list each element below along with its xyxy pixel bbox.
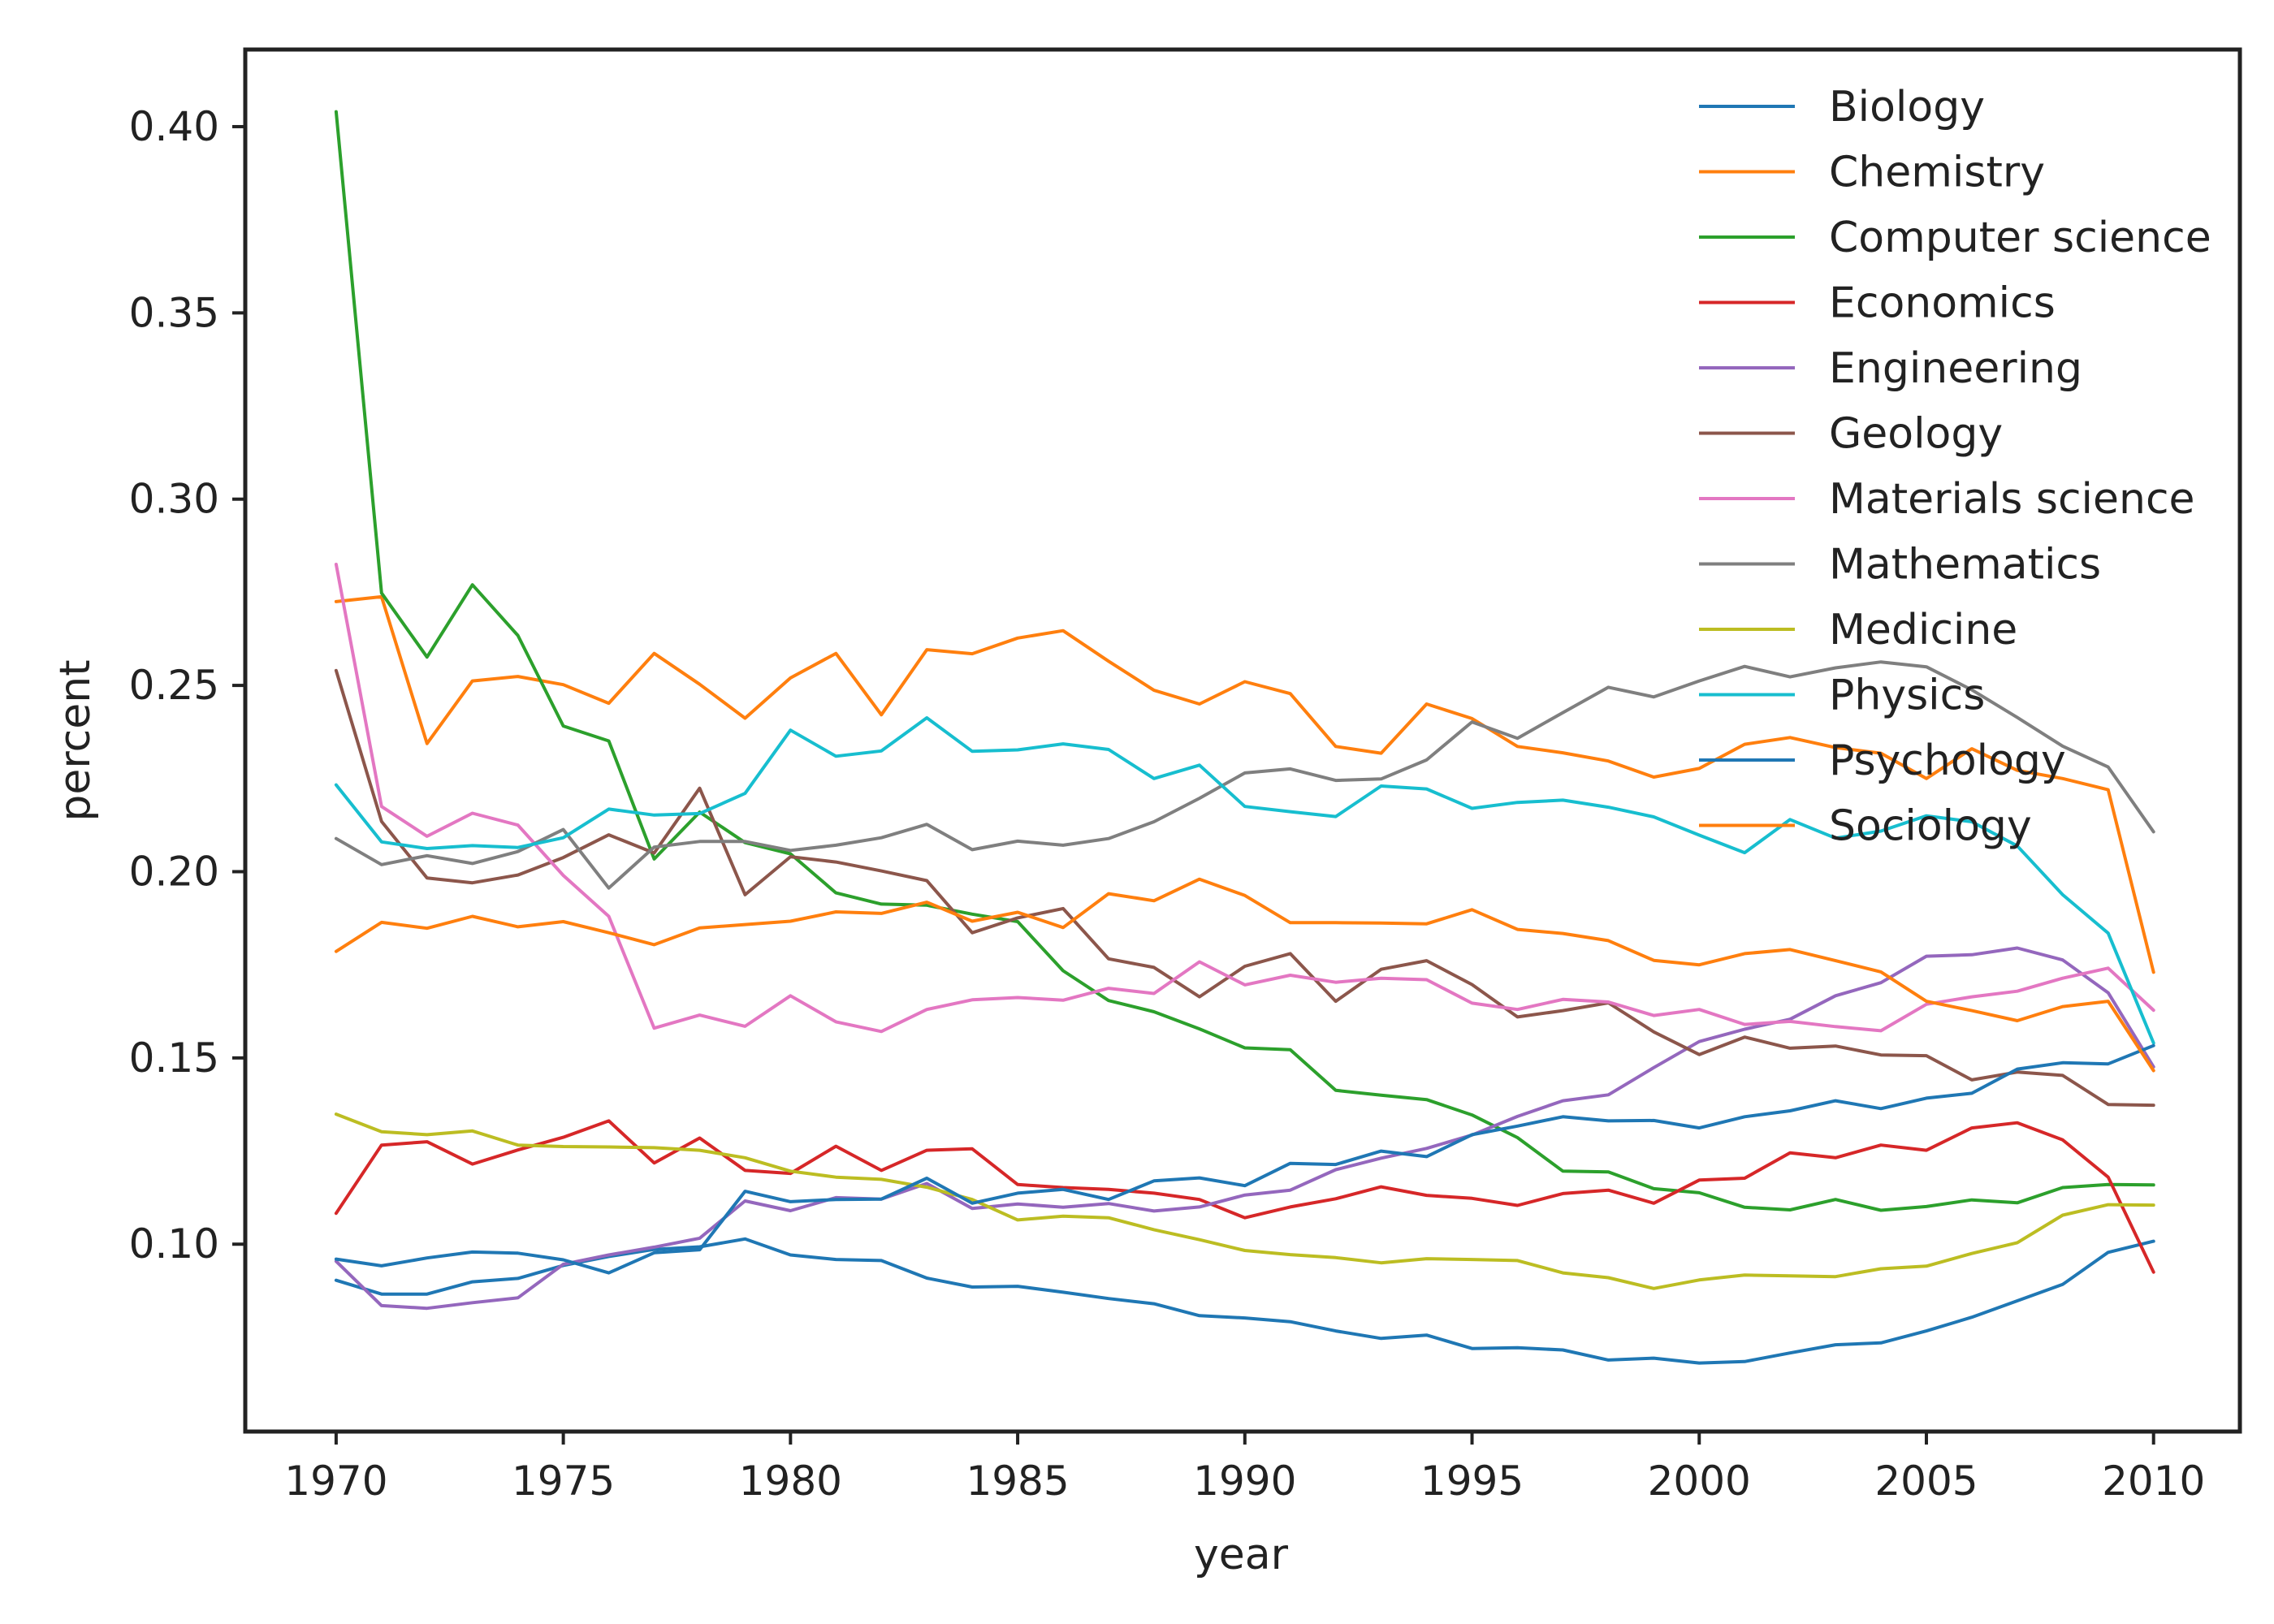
series-line-mathematics (334, 660, 2155, 890)
legend-label: Mathematics (1829, 541, 2101, 590)
legend-label: Psychology (1829, 736, 2066, 785)
series-line-biology (334, 1237, 2155, 1365)
y-tick-label: 0.15 (129, 1034, 219, 1082)
legend-label: Physics (1829, 672, 1985, 720)
series-line-chemistry (334, 594, 2155, 974)
legend-label: Medicine (1829, 606, 2017, 654)
y-axis: 0.10 0.15 0.20 0.25 0.30 0.35 0.40 (129, 103, 245, 1268)
x-tick-label: 1980 (739, 1458, 842, 1505)
legend-label: Biology (1829, 83, 1985, 132)
x-axis-title: year (1194, 1531, 1289, 1579)
y-tick-label: 0.25 (129, 662, 219, 709)
x-tick-label: 1990 (1193, 1458, 1296, 1505)
legend-label: Chemistry (1829, 149, 2045, 197)
x-tick-label: 1985 (966, 1458, 1069, 1505)
y-tick-label: 0.40 (129, 103, 219, 150)
series-line-geology (334, 668, 2155, 1108)
x-tick-label: 2005 (1874, 1458, 1978, 1505)
series-line-medicine (334, 1112, 2155, 1290)
y-tick-label: 0.10 (129, 1220, 219, 1268)
legend-label: Engineering (1829, 344, 2082, 393)
series-line-psychology (334, 1043, 2155, 1275)
series-line-computer-science (334, 110, 2155, 1212)
legend-label: Materials science (1829, 475, 2195, 524)
legend: Biology Chemistry Computer science Economic… (1699, 83, 2211, 851)
y-tick-label: 0.30 (129, 476, 219, 523)
legend-label: Sociology (1829, 802, 2032, 851)
x-tick-label: 1975 (512, 1458, 615, 1505)
legend-label: Economics (1829, 279, 2056, 328)
series-line-sociology (334, 877, 2155, 1073)
plot-area-frame (243, 47, 2242, 1434)
x-tick-label: 1970 (284, 1458, 387, 1505)
x-tick-label: 2000 (1648, 1458, 1751, 1505)
series-layer (334, 110, 2155, 1365)
x-tick-label: 2010 (2102, 1458, 2205, 1505)
y-tick-label: 0.20 (129, 848, 219, 895)
series-line-physics (334, 716, 2155, 1045)
series-line-engineering (334, 946, 2155, 1311)
y-axis-title: percent (51, 659, 100, 821)
y-tick-label: 0.35 (129, 289, 219, 336)
x-tick-label: 1995 (1420, 1458, 1524, 1505)
legend-label: Computer science (1829, 214, 2211, 262)
series-line-materials-science (334, 563, 2155, 1034)
x-axis: 1970 1975 1980 1985 1990 1995 2000 2005 2010 (284, 1432, 2205, 1505)
legend-label: Geology (1829, 410, 2003, 459)
